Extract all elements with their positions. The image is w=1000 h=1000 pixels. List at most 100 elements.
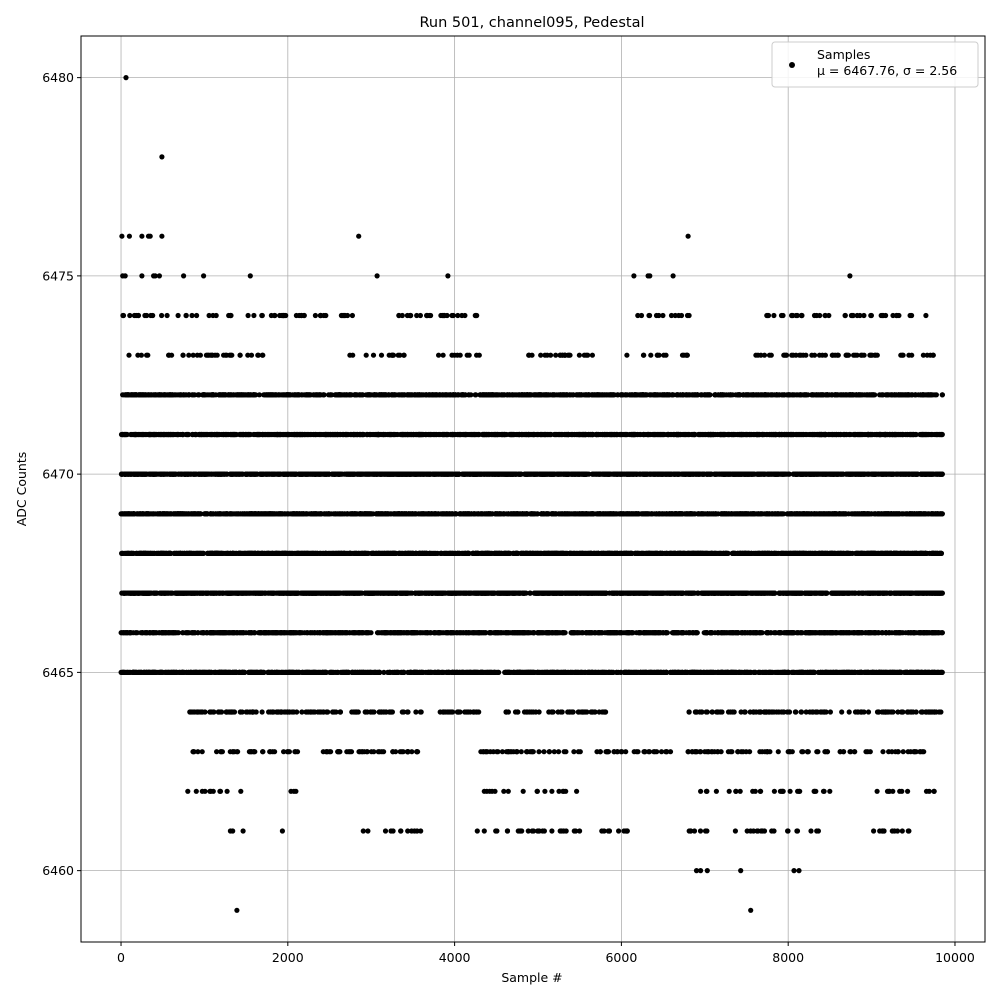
data-point [118,630,124,636]
data-point [780,590,786,596]
data-point [426,590,432,596]
data-point [217,630,223,636]
data-point [139,590,146,596]
data-point [520,630,526,636]
data-point [682,669,689,676]
data-point [724,590,730,596]
data-point [819,630,825,636]
data-point [915,590,922,596]
data-point [689,590,695,596]
data-point [623,630,629,636]
data-point [585,590,591,596]
data-point [352,590,358,596]
data-point [837,669,844,676]
data-point [151,590,157,596]
data-point [169,669,175,676]
data-point [240,630,246,636]
data-point [510,669,516,676]
data-point [596,630,602,636]
chart-title: Run 501, channel095, Pedestal [419,15,644,31]
data-point [689,669,695,676]
data-point [752,590,758,596]
data-point [844,630,850,636]
data-point [680,590,686,596]
data-point [173,630,179,636]
data-point [706,669,713,676]
data-point [330,630,336,636]
data-point [211,590,217,596]
data-point [408,669,414,676]
data-point [461,590,468,596]
data-point [152,669,158,676]
data-point [896,669,903,676]
data-point [322,590,328,596]
data-point [629,630,635,636]
data-point [637,630,643,636]
data-point [713,669,719,676]
data-point [886,669,892,676]
data-point [552,630,559,636]
data-point [844,669,850,676]
data-point [733,630,739,636]
data-point [702,669,708,676]
data-point [784,630,790,636]
data-point [630,590,636,596]
data-point [310,630,316,636]
data-point [704,630,710,636]
data-point [811,630,817,636]
data-point [623,590,629,596]
data-point [204,590,210,596]
data-point [286,630,292,636]
data-point [188,669,194,676]
data-point [718,630,724,636]
data-point [794,590,800,596]
data-point [765,630,772,636]
data-point [385,669,391,676]
data-point [875,630,881,636]
data-point [312,669,318,676]
data-point [411,630,417,636]
data-point [127,590,133,596]
data-point [573,669,579,676]
data-point [827,669,833,676]
data-point [795,630,801,636]
data-point [867,590,873,596]
data-point [435,669,441,676]
data-point [265,630,271,636]
data-point [328,669,334,676]
data-point [290,630,296,636]
data-point [663,630,670,636]
data-point [545,590,551,596]
data-point [616,630,623,636]
data-point [281,590,287,596]
data-point [474,669,480,676]
data-point [335,669,341,676]
data-point [372,590,378,596]
data-point [342,669,348,676]
data-point [163,669,169,676]
data-point [165,630,171,636]
data-point [503,669,509,676]
data-point [892,669,898,676]
data-point [539,590,545,596]
data-point [280,669,286,676]
data-point [729,669,735,676]
data-point [535,669,541,676]
data-point [656,669,662,676]
data-point [160,630,166,636]
data-point [618,669,624,676]
data-point [857,630,863,636]
data-point [598,590,604,596]
data-point [148,630,154,636]
data-point [479,630,485,636]
data-point [542,669,548,676]
data-point [772,630,778,636]
data-point [649,669,655,676]
data-point [321,630,327,636]
data-point [419,669,425,676]
data-point [736,669,742,676]
data-point [449,669,456,676]
data-point [329,590,335,596]
data-point [636,590,643,596]
data-point [405,630,411,636]
